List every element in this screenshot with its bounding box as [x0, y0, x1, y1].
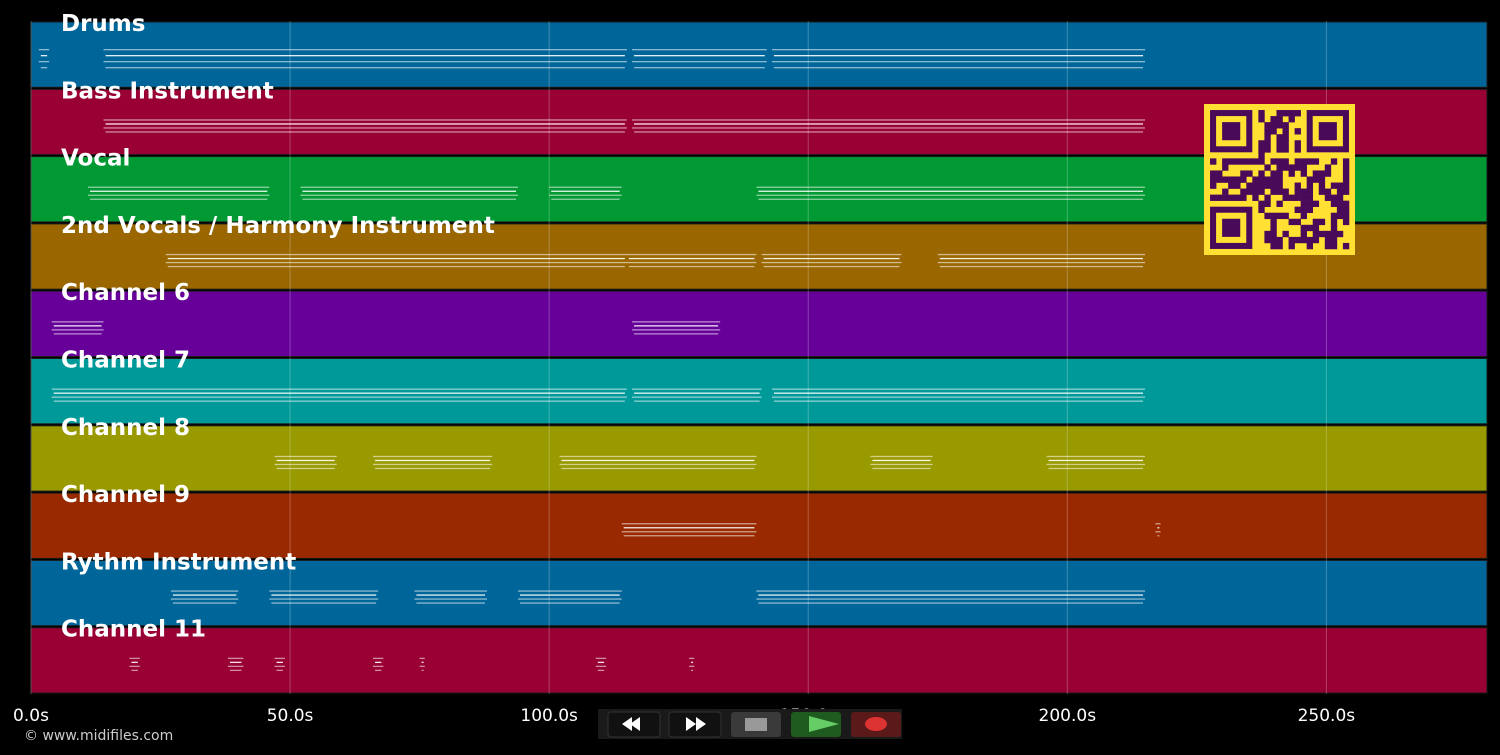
x-tick-label: 250.0s	[1298, 706, 1356, 726]
note-cluster	[129, 657, 140, 672]
note-cluster	[761, 253, 902, 268]
note-cluster	[756, 590, 1146, 604]
x-tick-label: 0.0s	[13, 706, 49, 726]
track-row	[30, 21, 1488, 88]
note-cluster	[372, 657, 384, 672]
note-cluster	[87, 186, 270, 200]
qr-code	[1204, 104, 1355, 255]
track-name: Channel 6	[61, 280, 190, 306]
track-row	[30, 627, 1488, 694]
track-name: Channel 11	[61, 617, 206, 643]
footer: © www.midifiles.com	[24, 728, 173, 744]
note-cluster	[632, 49, 767, 69]
note-cluster	[632, 119, 1146, 133]
note-cluster	[632, 321, 721, 335]
note-cluster	[621, 523, 757, 537]
note-cluster	[937, 253, 1146, 268]
note-cluster	[51, 321, 104, 335]
x-tick-label: 100.0s	[520, 706, 578, 726]
note-cluster	[756, 186, 1146, 200]
note-cluster	[1046, 455, 1146, 470]
note-cluster	[1155, 523, 1161, 537]
note-cluster	[165, 253, 627, 268]
track-name: Drums	[61, 11, 145, 37]
note-cluster	[771, 49, 1146, 69]
note-cluster	[414, 590, 487, 604]
rewind-button[interactable]	[607, 711, 661, 738]
record-button[interactable]	[851, 712, 901, 737]
note-cluster	[559, 455, 757, 470]
track-row	[30, 492, 1488, 559]
note-cluster	[274, 455, 337, 470]
x-tick-label: 200.0s	[1039, 706, 1097, 726]
note-cluster	[689, 657, 695, 672]
track-row	[30, 358, 1488, 425]
note-cluster	[632, 388, 762, 402]
forward-button[interactable]	[668, 711, 722, 738]
note-cluster	[419, 657, 425, 672]
x-tick-label: 50.0s	[267, 706, 314, 726]
track-name: Channel 9	[61, 482, 190, 508]
note-cluster	[870, 455, 933, 470]
note-cluster	[274, 657, 285, 672]
note-cluster	[103, 119, 627, 133]
track-name: 2nd Vocals / Harmony Instrument	[61, 213, 495, 239]
track-row	[30, 290, 1488, 358]
note-cluster	[300, 186, 519, 200]
play-button[interactable]	[791, 712, 841, 737]
track-name: Rythm Instrument	[61, 549, 296, 575]
controls	[598, 709, 902, 739]
note-cluster	[170, 590, 239, 604]
note-cluster	[626, 253, 757, 268]
track-row	[30, 559, 1488, 627]
note-cluster	[518, 590, 622, 604]
note-cluster	[595, 657, 607, 672]
note-cluster	[103, 49, 627, 69]
note-cluster	[269, 590, 379, 604]
track-name: Channel 8	[61, 415, 190, 441]
track-name: Vocal	[61, 146, 130, 172]
track-name: Bass Instrument	[61, 78, 274, 104]
note-cluster	[51, 388, 627, 402]
note-cluster	[227, 657, 244, 672]
note-cluster	[771, 388, 1146, 402]
note-cluster	[38, 49, 50, 69]
track-name: Channel 7	[61, 348, 190, 374]
stop-button[interactable]	[731, 712, 781, 737]
track-row	[30, 425, 1488, 492]
note-cluster	[549, 186, 622, 200]
note-cluster	[372, 455, 493, 470]
